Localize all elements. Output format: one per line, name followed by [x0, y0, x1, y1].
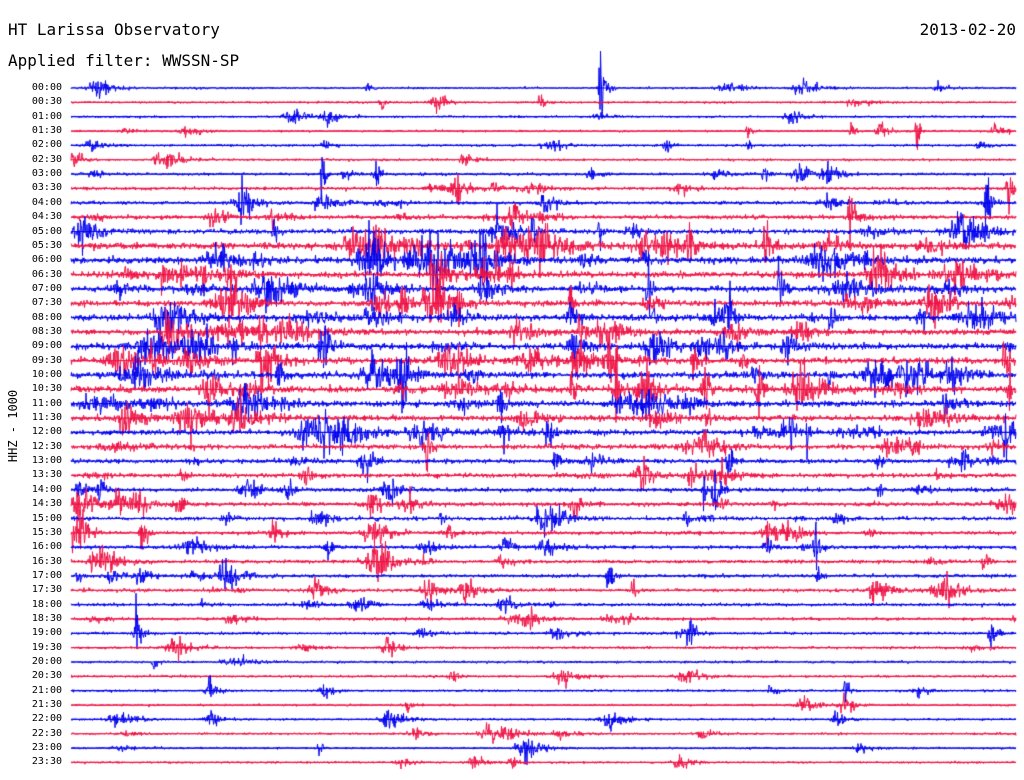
record-date: 2013-02-20	[919, 20, 1016, 39]
time-label: 20:30	[31, 670, 62, 682]
time-label: 03:30	[31, 182, 62, 194]
time-label: 16:30	[31, 555, 62, 567]
time-label: 00:00	[31, 82, 62, 93]
time-label: 08:00	[31, 311, 62, 323]
time-label: 09:00	[31, 340, 62, 352]
time-label: 15:00	[31, 512, 62, 524]
time-label: 11:00	[31, 397, 62, 409]
time-label: 13:00	[31, 455, 62, 467]
time-label: 18:00	[31, 598, 62, 610]
time-label: 10:30	[31, 383, 62, 395]
time-label: 18:30	[31, 612, 62, 624]
time-label: 23:30	[31, 756, 62, 768]
time-axis-labels: 00:00 00:30 01:00 01:30 02:00 02:30 03:00 03:30…	[0, 0, 70, 780]
time-label: 22:30	[31, 727, 62, 739]
time-label: 10:00	[31, 369, 62, 380]
time-label: 07:00	[31, 282, 62, 294]
time-label: 01:30	[31, 125, 62, 137]
time-label: 06:30	[31, 268, 62, 280]
time-label: 05:30	[31, 239, 62, 251]
time-label: 21:00	[31, 684, 62, 696]
time-label: 19:00	[31, 627, 62, 639]
time-label: 22:00	[31, 713, 62, 725]
time-label: 17:30	[31, 584, 62, 596]
filter-label: Applied filter: WWSSN-SP	[8, 51, 240, 70]
time-label: 15:30	[31, 526, 62, 538]
time-label: 23:00	[31, 742, 62, 754]
time-label: 06:00	[31, 254, 62, 266]
time-label: 12:00	[31, 426, 62, 438]
time-label: 11:30	[31, 412, 62, 424]
time-label: 21:30	[31, 699, 62, 711]
time-label: 04:30	[31, 211, 62, 223]
time-label: 05:00	[31, 225, 62, 237]
time-label: 08:30	[31, 325, 62, 337]
time-label: 09:30	[31, 354, 62, 366]
time-label: 00:30	[31, 96, 62, 108]
station-title: HT Larissa Observatory	[8, 20, 220, 39]
time-label: 13:30	[31, 469, 62, 481]
time-label: 14:00	[31, 483, 62, 495]
time-label: 01:00	[31, 110, 62, 122]
time-label: 07:30	[31, 297, 62, 309]
time-label: 19:30	[31, 641, 62, 653]
time-label: 02:00	[31, 139, 62, 151]
time-label: 12:30	[31, 440, 62, 452]
time-label: 04:00	[31, 196, 62, 208]
time-label: 20:00	[31, 656, 62, 667]
time-label: 14:30	[31, 498, 62, 510]
time-label: 17:00	[31, 569, 62, 581]
time-label: 03:00	[31, 168, 62, 180]
time-label: 16:00	[31, 541, 62, 553]
time-label: 02:30	[31, 153, 62, 165]
